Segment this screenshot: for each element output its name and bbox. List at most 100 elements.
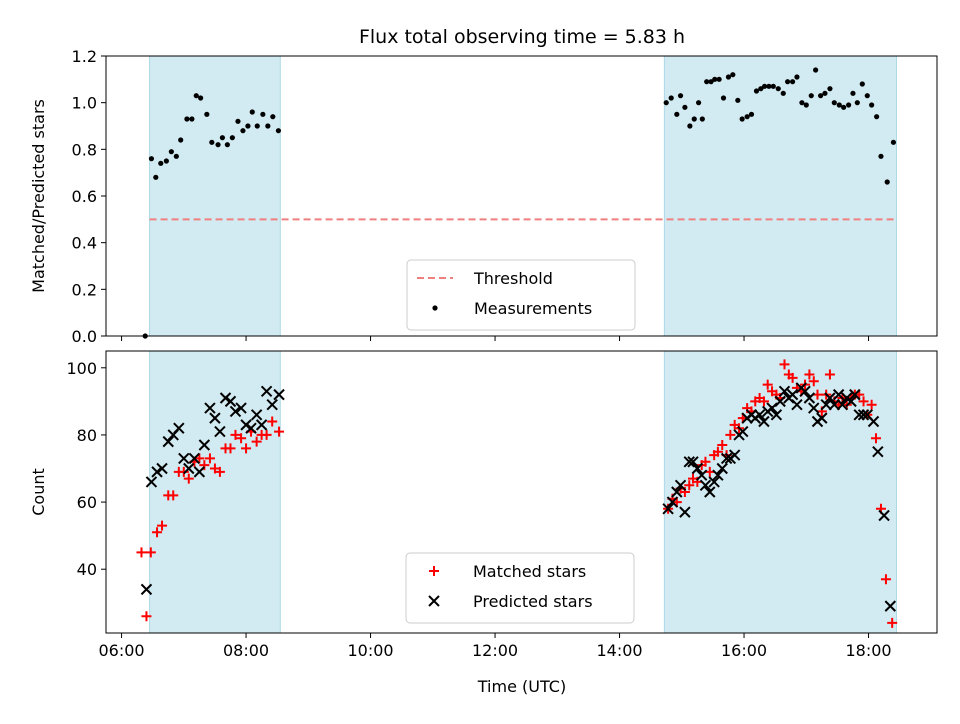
legend-label: Threshold <box>473 269 553 288</box>
measurement-point <box>878 153 884 159</box>
predicted-stars-point <box>816 412 828 424</box>
predicted-stars-point <box>178 452 190 465</box>
predicted-stars-point <box>832 388 845 401</box>
measurement-point <box>708 79 714 85</box>
measurement-point <box>808 93 814 99</box>
predicted-stars-point <box>716 462 728 475</box>
legend-label: Measurements <box>474 299 592 318</box>
measurement-point <box>204 111 210 117</box>
measurement-point <box>682 104 688 110</box>
observing-span <box>663 55 898 337</box>
y-tick-label: 1.2 <box>72 47 97 66</box>
measurement-point <box>168 149 174 155</box>
x-axis-label: Time (UTC) <box>477 677 566 696</box>
y-tick-label: 0.0 <box>72 327 97 346</box>
measurement-point <box>235 118 241 124</box>
predicted-stars-point <box>720 452 733 465</box>
y-tick-label: 0.2 <box>72 280 97 299</box>
measurement-point <box>822 90 828 96</box>
bottom-panel: 40 60 80 100 06:00 08:00 10:00 12:00 14:00 16:00 1… <box>29 350 938 660</box>
predicted-stars-point <box>878 509 890 522</box>
matched-stars-point <box>274 426 285 437</box>
measurement-point <box>864 93 870 99</box>
measurement-point <box>761 83 768 89</box>
measurement-point <box>265 123 271 129</box>
matched-stars-point <box>824 369 835 380</box>
predicted-stars-point <box>737 425 749 438</box>
measurement-point <box>691 116 697 122</box>
measurement-point <box>758 86 764 92</box>
predicted-stars-point <box>758 415 770 428</box>
y-tick-label: 1.0 <box>72 94 97 113</box>
predicted-stars-point <box>674 479 687 491</box>
measurement-point <box>153 174 159 180</box>
matched-stars-point <box>225 443 236 454</box>
predicted-stars-point <box>250 409 263 421</box>
measurement-point <box>184 116 190 122</box>
measurement-point <box>275 128 282 134</box>
x-tick-label: 16:00 <box>721 641 767 660</box>
y-tick-label: 60 <box>77 493 97 512</box>
predicted-stars-point <box>140 583 153 596</box>
predicted-stars-point <box>786 388 799 401</box>
matched-stars-point <box>199 460 210 471</box>
predicted-stars-point <box>799 385 811 397</box>
x-tick-label: 14:00 <box>596 641 642 660</box>
legend-box <box>405 552 635 624</box>
matched-stars-point <box>858 396 869 407</box>
measurement-point <box>817 93 824 99</box>
predicted-stars-point <box>803 392 816 404</box>
matched-stars-point <box>684 480 695 491</box>
predicted-stars-point <box>808 402 820 414</box>
matched-stars-point <box>168 490 179 501</box>
measurement-point <box>198 95 204 101</box>
matched-stars-point <box>866 399 877 410</box>
matched-stars-point <box>700 456 711 467</box>
measurement-point <box>785 79 791 85</box>
predicted-stars-point <box>255 419 268 431</box>
matched-stars-point <box>267 416 278 427</box>
measurement-point <box>173 153 179 159</box>
matched-stars-point <box>241 443 252 454</box>
legend-label: Predicted stars <box>473 592 593 611</box>
legend-measurement-swatch <box>432 305 438 311</box>
predicted-stars-point <box>266 399 278 411</box>
matched-stars-point <box>787 372 798 383</box>
matched-stars-point <box>887 617 898 628</box>
measurement-point <box>158 160 164 166</box>
measurement-point <box>827 86 833 92</box>
predicted-stars-point <box>679 506 691 518</box>
measurement-point <box>215 142 221 148</box>
predicted-stars-point <box>828 399 840 411</box>
measurement-point <box>874 114 880 120</box>
measurement-point <box>260 111 266 117</box>
legend-predicted-swatch <box>428 595 440 607</box>
predicted-stars-point <box>884 600 897 612</box>
measurement-point <box>836 102 842 108</box>
measurement-point <box>850 90 856 96</box>
measurement-point <box>854 100 860 106</box>
measurement-point <box>739 116 745 122</box>
measurement-point <box>663 100 669 106</box>
predicted-stars-point <box>204 402 216 414</box>
measurement-point <box>735 97 741 103</box>
matched-stars-point <box>141 611 152 622</box>
measurement-point <box>716 76 722 82</box>
measurement-point <box>794 74 800 80</box>
predicted-stars-point <box>209 412 221 424</box>
measurement-point <box>803 102 809 108</box>
predicted-stars-point <box>712 469 724 481</box>
measurement-point <box>770 83 776 89</box>
predicted-stars-point <box>235 402 247 414</box>
x-tick-label: 18:00 <box>845 641 891 660</box>
x-tick-label: 10:00 <box>347 641 393 660</box>
predicted-stars-point <box>145 476 158 488</box>
measurement-point <box>841 104 847 110</box>
predicted-stars-point <box>708 476 720 488</box>
measurement-point <box>229 135 235 141</box>
matched-stars-point <box>725 429 736 440</box>
measurement-point <box>219 135 226 141</box>
legend-box <box>406 259 636 331</box>
measurement-point <box>730 72 736 78</box>
